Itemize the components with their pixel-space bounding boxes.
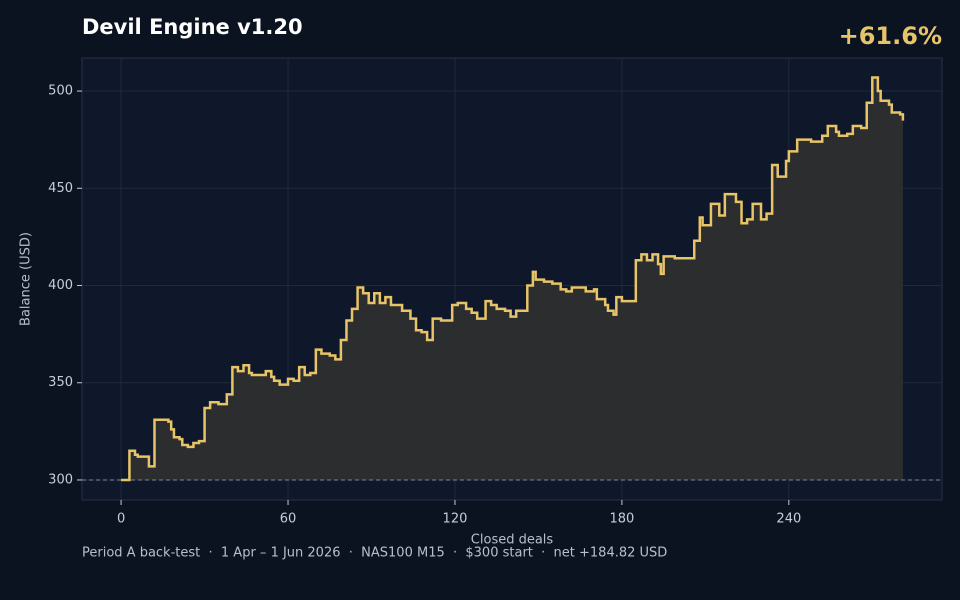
area-fill (121, 77, 903, 480)
x-tick-label: 0 (117, 512, 125, 527)
x-tick-label: 240 (776, 512, 801, 527)
y-axis-label: Balance (USD) (19, 232, 34, 326)
y-tick-label: 300 (48, 472, 73, 487)
y-tick-label: 450 (48, 181, 73, 196)
x-tick-label: 60 (280, 512, 297, 527)
y-tick-label: 500 (48, 84, 73, 99)
chart-title: Devil Engine v1.20 (82, 15, 303, 39)
x-tick-label: 180 (609, 512, 634, 527)
y-tick-label: 400 (48, 278, 73, 293)
return-annotation: +61.6% (839, 22, 942, 50)
x-tick-label: 120 (443, 512, 468, 527)
x-axis-label: Closed deals (471, 533, 554, 548)
footer-note: Period A back-test · 1 Apr – 1 Jun 2026 … (82, 546, 667, 561)
balance-line (121, 76, 905, 482)
y-tick-label: 350 (48, 375, 73, 390)
